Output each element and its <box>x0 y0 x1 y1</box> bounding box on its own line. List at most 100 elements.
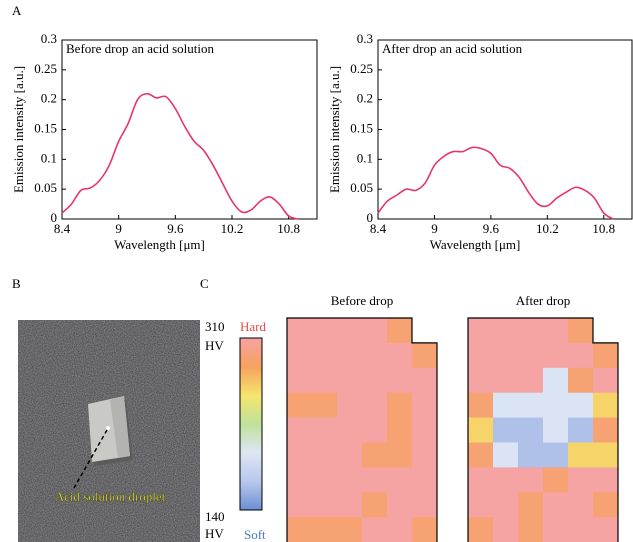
x-tick-label: 10.8 <box>277 221 300 236</box>
map-cell <box>593 342 619 369</box>
map-cell <box>362 517 388 542</box>
y-tick-label: 0 <box>51 210 58 225</box>
colorbar-unit: HV <box>205 526 224 541</box>
map-cell <box>468 467 494 493</box>
map-cell <box>337 318 363 344</box>
map-cell <box>593 467 619 493</box>
x-tick-label: 10.2 <box>536 221 559 236</box>
map-cell <box>518 467 544 493</box>
x-axis-label: Wavelength [μm] <box>114 237 205 252</box>
map-outline <box>286 317 438 542</box>
colorbar-min: 140 <box>205 509 225 524</box>
map-cell <box>568 417 594 443</box>
map-cell <box>468 517 494 542</box>
chart-title: After drop an acid solution <box>382 41 523 56</box>
panel-label: A <box>12 3 22 18</box>
map-cell <box>593 492 619 518</box>
map-cell <box>287 442 313 468</box>
map-cell <box>412 517 438 542</box>
map-cell <box>287 318 313 344</box>
map-cell <box>312 467 338 493</box>
map-outline <box>467 317 619 542</box>
map-cell <box>287 417 313 443</box>
map-cell <box>337 342 363 369</box>
map-cell <box>543 517 569 542</box>
y-tick-label: 0.2 <box>357 91 373 106</box>
map-cell <box>568 517 594 542</box>
map-cell <box>362 342 388 369</box>
map-cell <box>593 442 619 468</box>
map-cell <box>518 442 544 468</box>
chart-title: Before drop an acid solution <box>66 41 215 56</box>
map-cell <box>337 467 363 493</box>
map-cell <box>362 367 388 393</box>
map-cell <box>518 367 544 393</box>
x-tick-label: 10.8 <box>592 221 615 236</box>
map-cell <box>518 392 544 418</box>
map-cell <box>493 342 519 369</box>
line <box>377 146 614 220</box>
map-cell <box>568 367 594 393</box>
map-cell <box>412 342 438 369</box>
y-tick-label: 0.15 <box>34 120 57 135</box>
colorbar-max: 310 <box>205 319 225 334</box>
map-cell <box>493 367 519 393</box>
map-cell <box>543 342 569 369</box>
map-cell <box>468 342 494 369</box>
y-tick-label: 0.1 <box>357 150 373 165</box>
map-cell <box>518 417 544 443</box>
map-cell <box>312 392 338 418</box>
map-cell <box>412 442 438 468</box>
map-cell <box>412 417 438 443</box>
map-cell <box>412 492 438 518</box>
map-cell <box>543 392 569 418</box>
x-tick-label: 9.6 <box>167 221 184 236</box>
map-cell <box>518 492 544 518</box>
x-tick-label: 9.6 <box>483 221 500 236</box>
map-cell <box>568 318 594 344</box>
map-title: Before drop <box>331 293 393 308</box>
y-tick-label: 0.05 <box>34 180 57 195</box>
map-cell <box>593 367 619 393</box>
x-tick-label: 8.4 <box>370 221 387 236</box>
map-cell <box>518 517 544 542</box>
x-axis-label: Wavelength [μm] <box>430 237 521 252</box>
map-cell <box>362 442 388 468</box>
map-cell <box>493 392 519 418</box>
y-tick-label: 0 <box>367 210 374 225</box>
map-cell <box>468 442 494 468</box>
y-axis-label: Emission intensity [a.u.] <box>327 66 342 193</box>
map-cell <box>387 517 413 542</box>
map-cell <box>312 367 338 393</box>
map-cell <box>387 467 413 493</box>
y-axis-label: Emission intensity [a.u.] <box>11 66 26 193</box>
map-cell <box>362 417 388 443</box>
map-cell <box>412 392 438 418</box>
map-cell <box>337 442 363 468</box>
map-title: After drop <box>516 293 571 308</box>
map-cell <box>387 417 413 443</box>
map-cell <box>518 342 544 369</box>
line <box>61 92 299 220</box>
colorbar-max-label: Hard <box>240 319 266 334</box>
map-cell <box>568 392 594 418</box>
map-cell <box>468 492 494 518</box>
map-cell <box>593 417 619 443</box>
map-cell <box>387 318 413 344</box>
map-cell <box>568 492 594 518</box>
y-tick-label: 0.2 <box>41 91 57 106</box>
map-cell <box>543 318 569 344</box>
y-tick-label: 0.05 <box>350 180 373 195</box>
y-tick-label: 0.3 <box>357 31 373 46</box>
map-cell <box>362 392 388 418</box>
x-tick-label: 9 <box>431 221 438 236</box>
panel-label: C <box>200 276 209 291</box>
map-cell <box>312 517 338 542</box>
map-cell <box>362 318 388 344</box>
map-cell <box>287 492 313 518</box>
map-cell <box>543 367 569 393</box>
map-cell <box>287 467 313 493</box>
plot-frame <box>377 39 633 220</box>
map-cell <box>387 492 413 518</box>
y-tick-label: 0.25 <box>350 61 373 76</box>
